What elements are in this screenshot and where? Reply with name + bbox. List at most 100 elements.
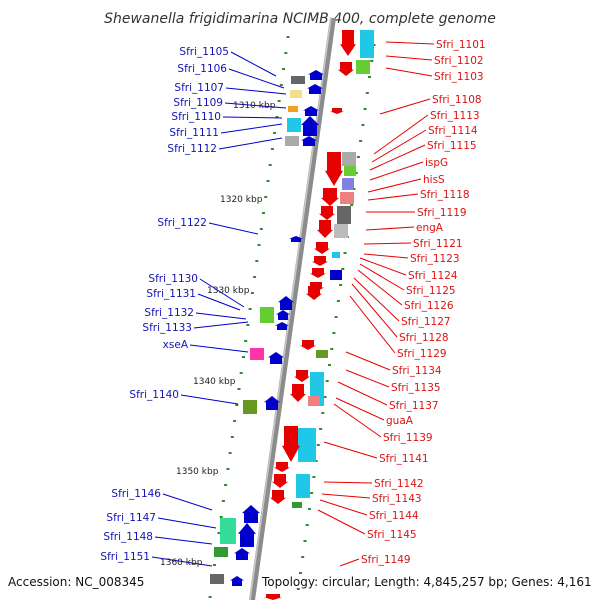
tick-mark <box>305 524 309 526</box>
gene-box <box>243 400 257 414</box>
gene-label[interactable]: Sfri_1140 <box>129 389 179 401</box>
tick-mark <box>314 460 318 462</box>
gene-arrow-right-strand <box>340 30 356 56</box>
tick-mark <box>275 116 279 118</box>
scale-labels: 1310 kbp 1320 kbp 1330 kbp 1340 kbp 1350… <box>160 101 276 568</box>
gene-label[interactable]: Sfri_1135 <box>391 382 441 394</box>
gene-label[interactable]: Sfri_1105 <box>179 46 229 58</box>
gene-label[interactable]: Sfri_1124 <box>408 270 458 282</box>
gene-label[interactable]: Sfri_1101 <box>436 39 486 51</box>
tick-mark <box>299 572 302 574</box>
gene-label[interactable]: Sfri_1126 <box>404 300 454 312</box>
gene-label[interactable]: Sfri_1107 <box>174 82 224 94</box>
gene-box <box>344 166 356 176</box>
leader-line <box>365 226 415 231</box>
gene-label[interactable]: Sfri_1132 <box>144 307 194 319</box>
gene-label[interactable]: Sfri_1122 <box>157 217 207 229</box>
label-leader-lines <box>151 41 435 567</box>
tick-mark <box>248 308 252 310</box>
gene-arrow-right-strand <box>330 108 344 114</box>
gene-label[interactable]: Sfri_1108 <box>432 94 482 106</box>
gene-label[interactable]: Sfri_1130 <box>148 273 198 285</box>
gene-label[interactable]: Sfri_1123 <box>410 253 460 265</box>
gene-label[interactable]: Sfri_1142 <box>374 478 424 490</box>
gene-label[interactable]: Sfri_1128 <box>399 332 449 344</box>
gene-label[interactable]: Sfri_1134 <box>392 365 442 377</box>
tick-mark <box>273 132 277 134</box>
gene-arrow-left-strand <box>289 236 303 242</box>
gene-label[interactable]: Sfri_1114 <box>428 125 478 137</box>
leader-line <box>385 55 433 61</box>
gene-arrow-right-strand <box>321 188 339 206</box>
gene-label[interactable]: Sfri_1103 <box>434 71 484 83</box>
gene-label[interactable]: Sfri_1141 <box>379 453 429 465</box>
tick-mark <box>228 452 232 454</box>
tick-mark <box>370 60 374 62</box>
gene-label[interactable]: Sfri_1109 <box>173 97 223 109</box>
tick-mark <box>365 92 369 94</box>
gene-label[interactable]: xseA <box>163 339 189 351</box>
gene-label[interactable]: Sfri_1129 <box>397 348 447 360</box>
gene-label[interactable]: Sfri_1131 <box>146 288 196 300</box>
leader-line <box>323 441 378 459</box>
tick-mark <box>328 364 331 366</box>
gene-label[interactable]: Sfri_1133 <box>142 322 192 334</box>
leader-line <box>363 253 409 259</box>
gene-label[interactable]: Sfri_1146 <box>111 488 161 500</box>
accession-text: Accession: NC_008345 <box>8 575 144 589</box>
gene-arrow-right-strand <box>319 206 335 220</box>
gene-label[interactable]: Sfri_1121 <box>413 238 463 250</box>
tick-mark <box>334 316 338 318</box>
gene-label[interactable]: Sfri_1119 <box>417 207 467 219</box>
tick-mark <box>255 260 259 262</box>
gene-label[interactable]: engA <box>416 222 444 234</box>
gene-arrow-right-strand <box>272 474 288 488</box>
gene-label[interactable]: Sfri_1110 <box>171 111 221 123</box>
tick-mark <box>230 436 234 438</box>
gene-features <box>210 30 374 600</box>
gene-label[interactable]: Sfri_1148 <box>103 531 153 543</box>
gene-label[interactable]: Sfri_1115 <box>427 140 477 152</box>
leader-line <box>319 499 368 516</box>
tick-mark <box>296 588 300 590</box>
gene-label[interactable]: Sfri_1118 <box>420 189 470 201</box>
gene-label[interactable]: Sfri_1147 <box>106 512 156 524</box>
leader-line <box>225 87 287 95</box>
gene-arrow-right-strand <box>310 268 326 278</box>
gene-label[interactable]: Sfri_1125 <box>406 285 456 297</box>
gene-label[interactable]: Sfri_1144 <box>369 510 419 522</box>
gene-label[interactable]: Sfri_1139 <box>383 432 433 444</box>
gene-label[interactable]: Sfri_1102 <box>434 55 484 67</box>
gene-label[interactable]: Sfri_1106 <box>177 63 227 75</box>
gene-label[interactable]: Sfri_1127 <box>401 316 451 328</box>
leader-line <box>353 277 400 322</box>
gene-box <box>292 502 302 508</box>
gene-arrow-left-strand <box>230 576 244 586</box>
gene-label[interactable]: Sfri_1113 <box>430 110 480 122</box>
gene-arrow-right-strand <box>270 490 286 504</box>
gene-label[interactable]: Sfri_1112 <box>167 143 217 155</box>
tick-mark <box>259 228 263 230</box>
tick-mark <box>310 492 314 494</box>
tick-mark <box>221 500 225 502</box>
tick-mark <box>268 164 272 166</box>
tick-mark <box>250 292 254 294</box>
gene-label[interactable]: Sfri_1151 <box>100 551 150 563</box>
leader-line <box>385 41 435 45</box>
gene-label[interactable]: Sfri_1145 <box>367 529 417 541</box>
leader-line <box>351 283 398 338</box>
topology-text: Topology: circular; Length: 4,845,257 bp… <box>261 575 592 589</box>
gene-box <box>260 307 274 323</box>
gene-label[interactable]: hisS <box>423 174 445 186</box>
gene-label[interactable]: Sfri_1111 <box>169 127 219 139</box>
leader-line <box>189 344 249 353</box>
gene-label[interactable]: Sfri_1143 <box>372 493 422 505</box>
scale-label: 1340 kbp <box>193 377 236 387</box>
gene-label[interactable]: ispG <box>425 157 448 169</box>
gene-label[interactable]: Sfri_1137 <box>389 400 439 412</box>
gene-label[interactable]: guaA <box>386 415 414 427</box>
tick-mark <box>343 252 347 254</box>
leader-line <box>180 394 239 405</box>
gene-arrow-left-strand <box>238 523 256 547</box>
gene-label[interactable]: Sfri_1149 <box>361 554 411 566</box>
